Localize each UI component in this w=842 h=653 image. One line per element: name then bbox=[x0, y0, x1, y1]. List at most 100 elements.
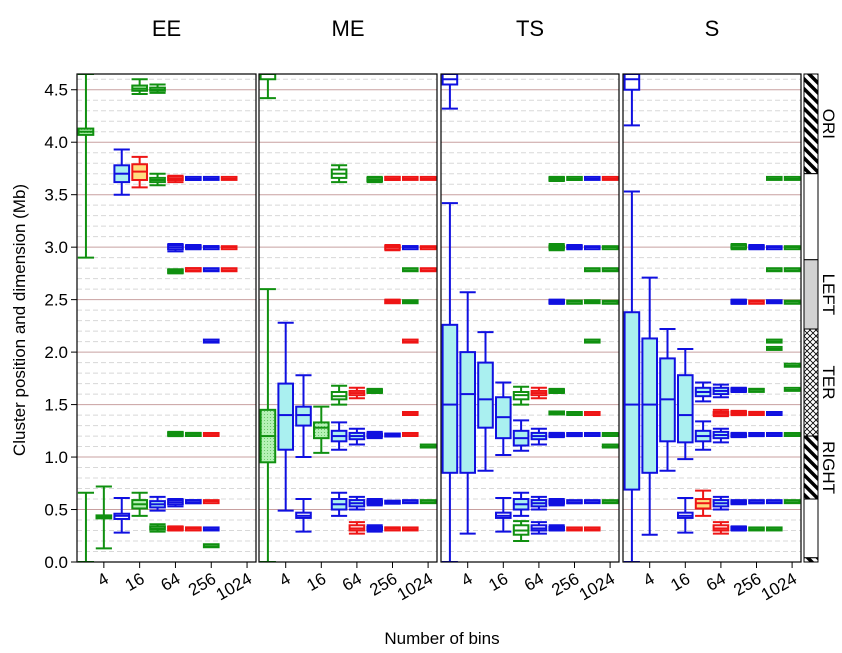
panel-boxes bbox=[77, 74, 238, 562]
box-red bbox=[402, 411, 419, 417]
box-blue bbox=[459, 291, 476, 535]
box-blue bbox=[584, 245, 601, 251]
box-blue bbox=[766, 299, 783, 305]
x-tick-label: 4 bbox=[276, 569, 294, 590]
box-blue bbox=[748, 244, 765, 251]
box-red bbox=[202, 499, 220, 505]
panel-background bbox=[77, 74, 256, 562]
box-green bbox=[330, 164, 348, 184]
box-blue bbox=[202, 267, 220, 273]
box-green bbox=[366, 175, 383, 184]
box-blue bbox=[730, 431, 747, 439]
box-green bbox=[131, 491, 148, 517]
box-green bbox=[584, 299, 601, 305]
panel-frame bbox=[440, 73, 620, 563]
box-green bbox=[366, 387, 383, 395]
box-blue bbox=[185, 499, 202, 505]
box-blue bbox=[366, 430, 383, 440]
box-blue bbox=[712, 383, 730, 399]
box-green bbox=[601, 267, 619, 273]
box-blue bbox=[566, 431, 583, 438]
panel-frame bbox=[76, 73, 257, 563]
x-tick-label: 1024 bbox=[394, 569, 436, 604]
box-blue bbox=[694, 381, 712, 403]
box-blue bbox=[366, 498, 383, 507]
box-blue bbox=[330, 491, 348, 517]
box-blue bbox=[730, 386, 747, 393]
x-tick-label: 64 bbox=[158, 569, 184, 595]
box-red bbox=[402, 175, 419, 181]
x-tick-label: 1024 bbox=[576, 569, 618, 604]
band-segment bbox=[803, 328, 819, 437]
box-blue bbox=[167, 498, 184, 508]
x-tick-label: 64 bbox=[521, 569, 547, 595]
box-green bbox=[167, 430, 184, 438]
box-red bbox=[419, 267, 437, 273]
box-blue bbox=[584, 431, 601, 437]
box-blue bbox=[512, 419, 530, 452]
box-green bbox=[783, 299, 801, 305]
box-blue bbox=[766, 431, 783, 437]
box-green bbox=[730, 243, 747, 251]
box-blue bbox=[623, 74, 641, 127]
x-tick-label: 4 bbox=[458, 569, 476, 590]
box-red bbox=[402, 338, 419, 344]
box-red bbox=[730, 409, 747, 417]
box-blue bbox=[730, 525, 747, 532]
box-red bbox=[167, 525, 184, 532]
box-green bbox=[548, 410, 565, 416]
box-body bbox=[677, 374, 694, 444]
panel-background bbox=[441, 74, 619, 562]
box-blue bbox=[566, 499, 583, 505]
box-red bbox=[167, 174, 184, 184]
box-green bbox=[766, 526, 783, 532]
band-segment bbox=[803, 435, 819, 500]
box-green bbox=[548, 243, 565, 252]
box-green bbox=[419, 499, 437, 505]
axes-layer: 0.0 0.5 1.0 1.5 2.0 2.5 3.0 3.5 4.0 4.5 bbox=[44, 81, 77, 572]
box-green bbox=[601, 299, 619, 305]
box-body bbox=[441, 323, 459, 474]
y-tick-label: 0.5 bbox=[44, 501, 68, 520]
box-red bbox=[748, 299, 765, 305]
box-green bbox=[601, 499, 619, 505]
y-tick-label: 2.0 bbox=[44, 343, 68, 362]
band-segment bbox=[803, 498, 819, 559]
box-red bbox=[419, 175, 437, 181]
box-red bbox=[584, 526, 601, 532]
box-blue bbox=[441, 74, 459, 110]
x-tick-label: 64 bbox=[703, 569, 729, 595]
y-tick-label: 2.5 bbox=[44, 291, 68, 310]
box-green bbox=[783, 386, 801, 392]
box-body bbox=[259, 74, 277, 81]
panel-background bbox=[259, 74, 437, 562]
box-green bbox=[783, 245, 801, 251]
box-green bbox=[259, 288, 277, 562]
box-body bbox=[623, 311, 641, 491]
box-red bbox=[419, 245, 437, 251]
box-green bbox=[566, 175, 583, 181]
box-blue bbox=[766, 499, 783, 505]
box-blue bbox=[202, 338, 220, 344]
box-red bbox=[220, 175, 238, 181]
panel-frame bbox=[622, 73, 802, 563]
box-blue bbox=[548, 524, 565, 532]
box-blue bbox=[348, 427, 366, 446]
box-blue bbox=[712, 495, 730, 511]
box-red bbox=[384, 244, 401, 252]
box-red bbox=[384, 298, 401, 305]
box-red bbox=[694, 489, 712, 517]
box-green bbox=[783, 362, 801, 368]
panel-title: EE bbox=[152, 16, 181, 41]
box-red bbox=[712, 408, 730, 418]
box-blue bbox=[730, 298, 747, 305]
band-segment bbox=[803, 557, 819, 563]
box-green bbox=[566, 411, 583, 417]
box-blue bbox=[766, 411, 783, 417]
box-blue bbox=[566, 244, 583, 251]
box-red bbox=[202, 431, 220, 437]
box-blue bbox=[495, 496, 512, 533]
